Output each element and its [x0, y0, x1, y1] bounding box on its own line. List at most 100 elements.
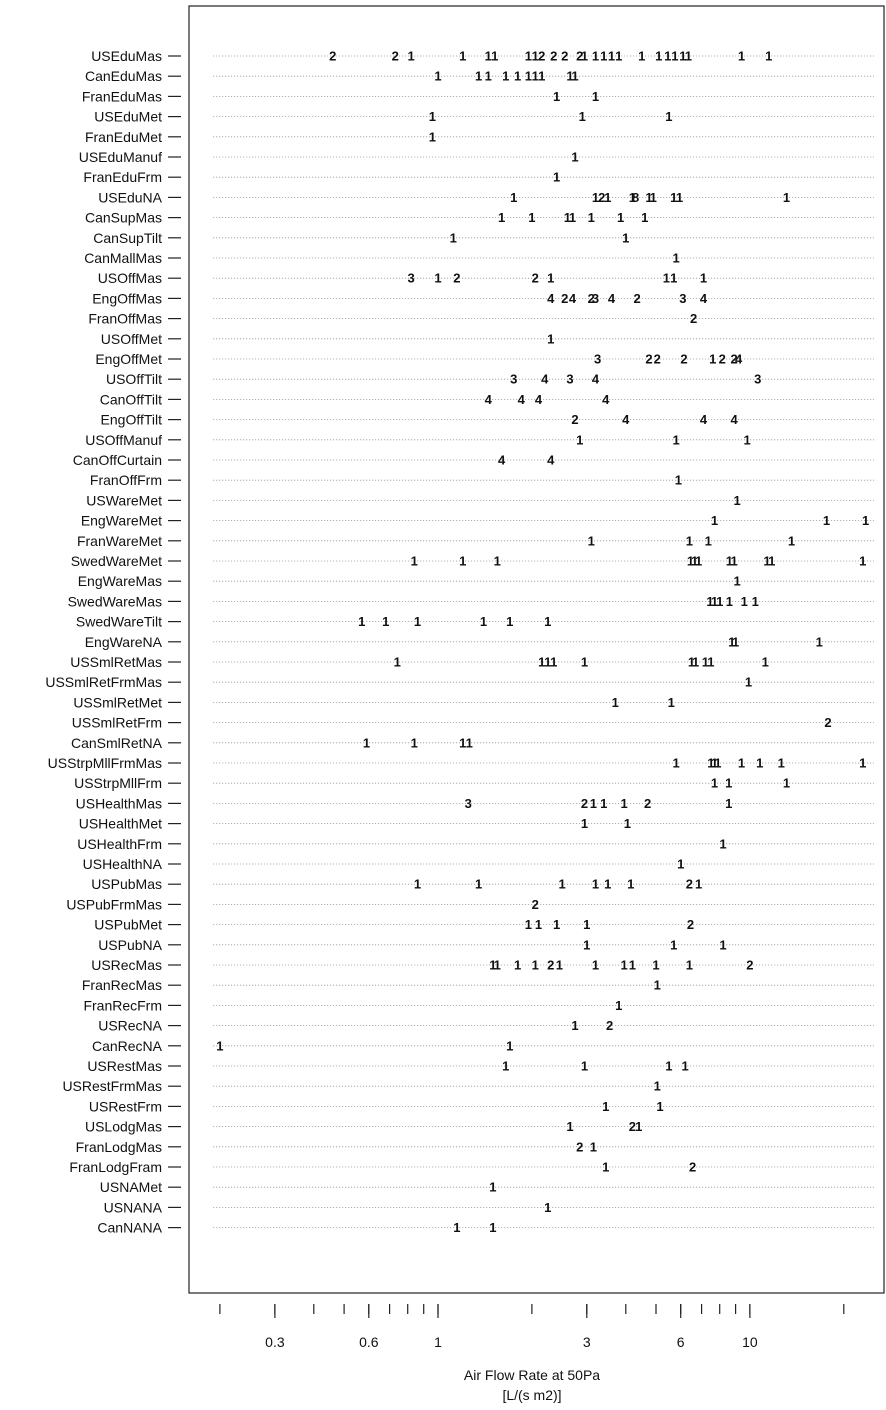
row-label: USRestMas	[87, 1058, 162, 1074]
data-point: 2	[686, 877, 693, 892]
data-point: 1	[514, 69, 521, 84]
chart-row: FranRecMas 1	[82, 977, 874, 993]
data-point: 1	[823, 513, 830, 528]
row-label: USNANA	[104, 1199, 163, 1215]
data-point: 1	[358, 614, 365, 629]
data-point: 2	[561, 49, 568, 64]
row-label: USRestFrmMas	[62, 1078, 162, 1094]
data-point: 1	[506, 1038, 513, 1053]
row-label: FranEduFrm	[83, 169, 162, 185]
data-point: 1	[726, 594, 733, 609]
data-point: 3	[592, 291, 599, 306]
row-label: FranWareMet	[77, 533, 162, 549]
data-point: 8	[632, 190, 639, 205]
data-point: 1	[592, 877, 599, 892]
chart-row: CanSupMas 1 1 11 1 1 1	[85, 210, 874, 226]
row-label: CanSupMas	[85, 210, 162, 226]
data-point: 2	[746, 958, 753, 973]
data-point: 1	[707, 655, 714, 670]
row-label: USRecNA	[98, 1018, 162, 1034]
data-point: 1	[475, 69, 482, 84]
data-point: 1	[622, 230, 629, 245]
data-point: 4	[541, 372, 549, 387]
data-point: 1	[491, 49, 498, 64]
chart-row: USEduManuf 1	[79, 149, 874, 165]
chart-row: CanSmlRetNA 1 1 1 1	[71, 735, 874, 751]
chart-row: USOffMet 1	[101, 331, 874, 347]
chart-row: CanOffTilt 4 4 4 4	[100, 391, 874, 407]
data-point: 1	[733, 493, 740, 508]
data-point: 2	[532, 271, 539, 286]
data-point: 4	[608, 291, 616, 306]
data-point: 1	[756, 756, 763, 771]
data-point: 1	[695, 877, 702, 892]
data-point: 1	[711, 513, 718, 528]
data-point: 1	[617, 210, 624, 225]
chart-row: USHealthNA 1	[83, 856, 874, 872]
row-label: USOffMet	[101, 331, 162, 347]
data-point: 1	[566, 1119, 573, 1134]
chart-row: USOffManuf 1 1 1	[85, 432, 874, 448]
data-point: 1	[765, 49, 772, 64]
data-point: 1	[459, 554, 466, 569]
row-label: FranEduMas	[82, 88, 162, 104]
data-point: 1	[592, 958, 599, 973]
row-label: CanOffCurtain	[73, 452, 162, 468]
chart-row: FranOffFrm 1	[90, 472, 874, 488]
data-point: 1	[700, 271, 707, 286]
data-point: 1	[768, 554, 775, 569]
data-point: 1	[783, 776, 790, 791]
row-label: USPubMas	[91, 876, 162, 892]
data-point: 1	[535, 917, 542, 932]
data-point: 1	[571, 150, 578, 165]
data-point: 1	[553, 89, 560, 104]
row-label: FranLodgFram	[69, 1159, 162, 1175]
data-point: 1	[579, 109, 586, 124]
data-point: 1	[665, 109, 672, 124]
data-point: 1	[719, 836, 726, 851]
data-point: 1	[672, 432, 679, 447]
data-point: 1	[741, 594, 748, 609]
data-point: 1	[434, 271, 441, 286]
data-point: 1	[528, 210, 535, 225]
data-point: 1	[602, 1099, 609, 1114]
data-point: 1	[859, 554, 866, 569]
chart-row: USRestFrm 1 1	[89, 1098, 874, 1114]
data-point: 1	[571, 69, 578, 84]
row-label: FranLodgMas	[76, 1139, 162, 1155]
row-label: USEduManuf	[79, 149, 162, 165]
data-point: 1	[216, 1038, 223, 1053]
row-label: CanMallMas	[84, 250, 162, 266]
row-label: USSmlRetMas	[70, 654, 162, 670]
row-label: SwedWareTilt	[76, 614, 162, 630]
data-point: 1	[581, 816, 588, 831]
chart-row: USHealthMas 3 2 1 1 1 2 1	[76, 795, 874, 811]
data-point: 4	[735, 352, 743, 367]
row-label: USSmlRetFrmMas	[45, 674, 162, 690]
data-point: 1	[411, 735, 418, 750]
data-point: 2	[644, 796, 651, 811]
row-label: USWareMet	[86, 492, 162, 508]
x-tick-label: 1	[434, 1334, 442, 1350]
row-label: USRecMas	[91, 957, 162, 973]
data-point: 1	[725, 776, 732, 791]
data-point: 1	[475, 877, 482, 892]
data-point: 2	[550, 49, 557, 64]
chart-row: USStrpMllFrmMas 1 111 1 1 1 1	[48, 755, 874, 771]
data-point: 1	[414, 614, 421, 629]
data-point: 1	[581, 655, 588, 670]
data-point: 1	[725, 796, 732, 811]
data-point: 1	[730, 554, 737, 569]
row-label: USStrpMllFrmMas	[48, 755, 162, 771]
chart-row: USNANA 1	[104, 1199, 874, 1215]
data-point: 1	[705, 533, 712, 548]
data-point: 1	[641, 210, 648, 225]
chart-row: SwedWareMet 1 1 1 111 11 11 1	[71, 553, 874, 569]
data-point: 1	[778, 756, 785, 771]
data-point: 1	[485, 69, 492, 84]
chart-row: USOffTilt 3 4 3 4 3	[106, 371, 874, 387]
chart-row: FranOffMas 2	[88, 311, 874, 327]
data-point: 1	[615, 998, 622, 1013]
data-point: 1	[502, 1059, 509, 1074]
